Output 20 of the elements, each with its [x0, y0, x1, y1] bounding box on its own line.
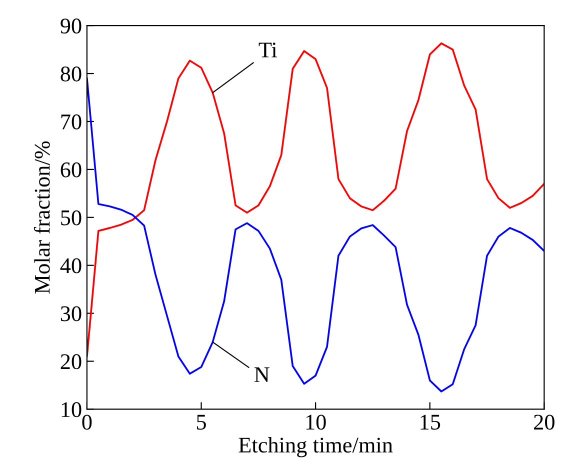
y-tick-label: 20 [60, 354, 82, 370]
y-tick-label: 90 [60, 18, 82, 34]
x-tick-label: 10 [306, 414, 326, 430]
y-tick-label: 40 [60, 258, 82, 274]
y-tick-label: 30 [60, 306, 82, 322]
line-series [86, 77, 544, 392]
y-tick-label: 60 [60, 162, 82, 178]
y-axis-title: Molar fraction/% [34, 141, 50, 294]
series-label: Ti [258, 42, 277, 58]
x-axis-title: Etching time/min [238, 436, 393, 458]
line-series [86, 42, 544, 358]
series-label: N [254, 367, 270, 382]
x-tick-label: 15 [420, 414, 440, 430]
y-tick-label: 10 [62, 402, 82, 418]
x-tick-label: 20 [534, 414, 554, 430]
x-tick-label: 5 [196, 414, 206, 430]
y-tick-label: 80 [60, 66, 82, 82]
x-tick-label: 0 [82, 414, 92, 430]
y-tick-label: 50 [61, 210, 82, 226]
y-tick-label: 70 [61, 114, 82, 130]
